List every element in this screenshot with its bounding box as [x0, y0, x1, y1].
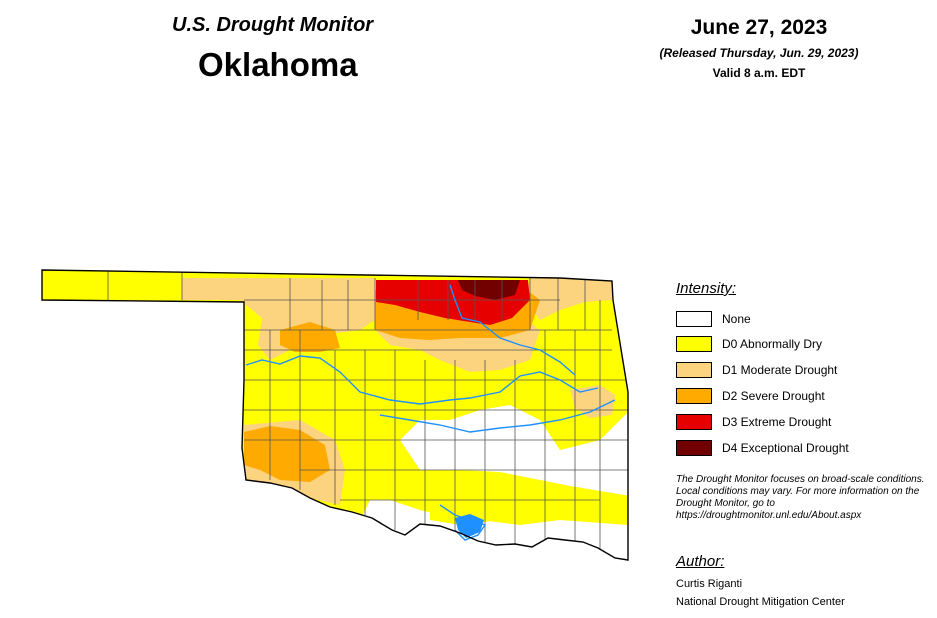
area-d4: [458, 280, 520, 300]
legend-label: D2 Severe Drought: [722, 389, 825, 403]
map-subtitle: U.S. Drought Monitor: [172, 14, 374, 36]
legend-swatch: [676, 414, 712, 430]
author-heading: Author:: [676, 553, 725, 570]
legend-label: None: [722, 312, 751, 326]
area-d0-south: [430, 478, 628, 525]
legend-item-d4: D4 Exceptional Drought: [676, 440, 916, 458]
author-name: Curtis Riganti: [676, 578, 743, 590]
map-date: June 27, 2023: [690, 16, 828, 39]
legend-swatch: [676, 311, 712, 327]
legend-item-d2: D2 Severe Drought: [676, 388, 916, 406]
disclaimer-text: The Drought Monitor focuses on broad-sca…: [676, 474, 925, 521]
lake-texoma: [455, 514, 484, 538]
area-d1-northeast: [525, 278, 612, 320]
release-date: (Released Thursday, Jun. 29, 2023): [659, 46, 859, 60]
legend-item-d1: D1 Moderate Drought: [676, 362, 916, 380]
county-lines: [107, 270, 628, 550]
legend-swatch: [676, 388, 712, 404]
legend-swatch: [676, 440, 712, 456]
legend-item-d0: D0 Abnormally Dry: [676, 336, 916, 354]
author-organization: National Drought Mitigation Center: [676, 596, 845, 608]
legend-label: D1 Moderate Drought: [722, 363, 838, 377]
legend-label: D4 Exceptional Drought: [722, 441, 849, 455]
legend-item-d3: D3 Extreme Drought: [676, 414, 916, 432]
state-title: Oklahoma: [198, 46, 358, 83]
state-outline: [41, 269, 629, 561]
legend-heading: Intensity:: [676, 280, 737, 297]
rivers: [245, 284, 616, 541]
legend-label: D0 Abnormally Dry: [722, 337, 823, 351]
legend-swatch: [676, 362, 712, 378]
legend-item-none: None: [676, 311, 916, 329]
legend-swatch: [676, 336, 712, 352]
valid-time: Valid 8 a.m. EDT: [712, 66, 806, 80]
legend-label: D3 Extreme Drought: [722, 415, 832, 429]
area-d1-northwest: [182, 278, 378, 360]
area-d2-northwest: [280, 322, 340, 352]
